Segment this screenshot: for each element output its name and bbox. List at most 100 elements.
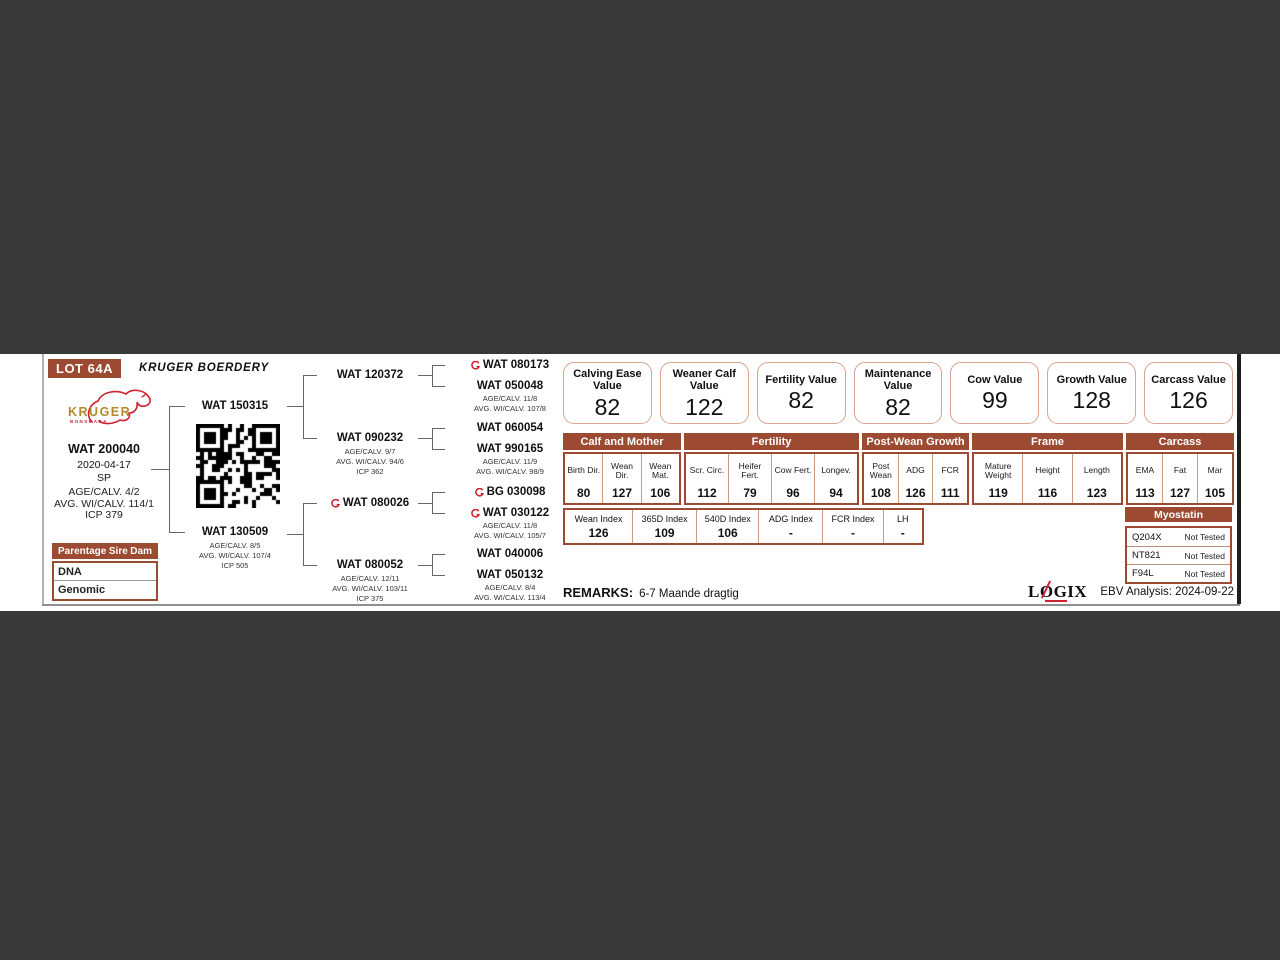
index-table: Wean Index 126 365D Index 109 540D Index 10…: [563, 508, 924, 545]
kruger-logo-text: KRUGER: [68, 405, 132, 419]
breed-society-icon: [331, 498, 340, 508]
bull-outline-icon: [87, 389, 151, 425]
ebv-cell: Birth Dir. 80: [567, 465, 600, 501]
animal-birth-date: 2020-04-17: [77, 459, 131, 471]
index-cell: ADG Index -: [758, 510, 822, 543]
value-box-cow: Cow Value 99: [950, 362, 1040, 424]
parentage-header: Parentage Sire Dam: [52, 543, 158, 559]
pedigree-node-id: WAT 080052: [336, 559, 404, 571]
breed-society-icon: [471, 360, 480, 370]
logix-logo: LOGIX: [1028, 582, 1088, 601]
parentage-col: Parentage: [58, 545, 107, 557]
pedigree-node-id: WAT 050132: [476, 569, 544, 581]
ebv-cell: Mature Weight 119: [984, 460, 1012, 500]
ebv-cell: Scr. Circ. 112: [689, 465, 725, 501]
ebv-cell: Cow Fert. 96: [771, 454, 814, 503]
pedigree-node-id: WAT 040006: [476, 548, 544, 560]
kruger-logo: KRUGER BONSMARA: [64, 388, 160, 436]
index-cell: 540D Index 106: [696, 510, 758, 543]
pedigree-node-id: WAT 030122: [455, 507, 565, 519]
pedigree-node-id: BG 030098: [455, 486, 565, 498]
pedigree-node-stats: AGE/CALV. 8/4 AVG. WI/CALV. 113/4: [474, 583, 546, 602]
breed-society-icon: [471, 508, 480, 518]
index-cell: Wean Index 126: [574, 514, 623, 540]
value-box-maintenance: Maintenance Value 82: [853, 362, 943, 424]
pedigree-node-stats: AGE/CALV. 11/9 AVG. WI/CALV. 98/9: [476, 457, 544, 476]
qr-code: [196, 424, 280, 508]
myostatin-header: Myostatin: [1125, 507, 1232, 522]
card-bottom-edge: [42, 604, 1240, 606]
value-box-weaner-calf: Weaner Calf Value 122: [659, 362, 749, 424]
remarks-label: REMARKS:: [563, 585, 634, 600]
ebv-cell: Fat 127: [1162, 454, 1197, 503]
myostatin-table: Q204X Not Tested NT821 Not Tested F94L Not …: [1125, 526, 1232, 584]
index-cell: LH -: [882, 510, 922, 543]
parentage-table: DNA Genomic: [52, 561, 158, 601]
ebv-cell: Length 123: [1071, 454, 1121, 503]
kruger-logo-subtext: BONSMARA: [70, 419, 108, 424]
pedigree-node-stats: AGE/CALV. 11/8 AVG. WI/CALV. 105/7: [474, 521, 546, 540]
pedigree-node-id: WAT 120372: [336, 369, 404, 381]
pedigree-node-id: WAT 990165: [476, 443, 544, 455]
ebv-cell: Mar 105: [1197, 454, 1232, 503]
myostatin-row: F94L Not Tested: [1127, 564, 1230, 582]
value-boxes: Calving Ease Value 82 Weaner Calf Value …: [563, 362, 1234, 424]
pedigree-node-stats: AGE/CALV. 12/11 AVG. WI/CALV. 103/11 ICP…: [332, 574, 408, 603]
index-cell: FCR Index -: [822, 510, 882, 543]
pedigree-node-id: WAT 080173: [455, 359, 565, 371]
value-box-calving-ease: Calving Ease Value 82: [563, 362, 652, 424]
lot-badge: LOT 64A: [48, 359, 121, 378]
ebv-group-fertility: Fertility Scr. Circ. 112 Heifer Fert. 79 C…: [684, 433, 859, 505]
pedigree-dam-id: WAT 130509: [201, 526, 269, 538]
ebv-analysis-date: EBV Analysis: 2024-09-22: [1100, 586, 1234, 598]
animal-stat-line: ICP 379: [85, 509, 123, 521]
pedigree-node-stats: AGE/CALV. 11/8 AVG. WI/CALV. 107/8: [474, 394, 546, 413]
ebv-cell: EMA 113: [1135, 465, 1155, 501]
card-right-edge: [1237, 354, 1241, 604]
myostatin-row: NT821 Not Tested: [1127, 546, 1230, 564]
ebv-group-frame: Frame Mature Weight 119 Height 116 Length 1…: [972, 433, 1123, 505]
parentage-row-dna: DNA: [54, 563, 156, 581]
card-left-edge: [42, 354, 44, 604]
ebv-group-carcass: Carcass EMA 113 Fat 127 Mar 105: [1126, 433, 1234, 505]
logix-o-slash: O: [1039, 582, 1054, 601]
ebv-cell: Longev. 94: [814, 454, 857, 503]
ebv-table: Calf and Mother Birth Dir. 80 Wean Dir. 12…: [563, 433, 1235, 505]
animal-summary: WAT 200040 2020-04-17 SP: [38, 442, 170, 484]
value-box-fertility: Fertility Value 82: [756, 362, 846, 424]
animal-stat-line: AGE/CALV. 4/2: [68, 486, 140, 498]
ebv-cell: Wean Mat. 106: [640, 454, 679, 503]
breed-society-icon: [474, 487, 484, 497]
animal-id: WAT 200040: [67, 442, 141, 456]
parentage-col: Dam: [130, 545, 152, 557]
myostatin-row: Q204X Not Tested: [1132, 531, 1225, 543]
remarks-text: 6-7 Maande dragtig: [639, 588, 739, 600]
ebv-cell: ADG 126: [897, 454, 933, 503]
parentage-row-genomic: Genomic: [58, 584, 106, 596]
pedigree-node-stats: AGE/CALV. 9/7 AVG. WI/CALV. 94/6 ICP 362: [336, 447, 404, 476]
ebv-cell: FCR 111: [932, 454, 967, 503]
pedigree-dam-stats: AGE/CALV. 8/5 AVG. WI/CALV. 107/4 ICP 50…: [199, 541, 271, 570]
animal-code: SP: [96, 472, 111, 484]
pedigree-node-id: WAT 060054: [476, 422, 544, 434]
pedigree-node-id: WAT 080026: [315, 497, 425, 509]
pedigree-sire-id: WAT 150315: [201, 400, 269, 412]
ebv-cell: Post Wean 108: [869, 460, 892, 500]
ebv-cell: Heifer Fert. 79: [728, 454, 771, 503]
index-cell: 365D Index 109: [632, 510, 696, 543]
pedigree-node-id: WAT 090232: [336, 432, 404, 444]
pedigree-node-id: WAT 050048: [476, 380, 544, 392]
catalog-card: LOT 64A KRUGER BOERDERY KRUGER BONSMARA …: [0, 354, 1280, 611]
ebv-cell: Height 116: [1022, 454, 1071, 503]
logix-logo-subline: [1045, 600, 1067, 602]
remarks: REMARKS: 6-7 Maande dragtig: [563, 585, 739, 600]
parentage-col: Sire: [108, 545, 128, 557]
farm-name: KRUGER BOERDERY: [139, 362, 269, 374]
ebv-group-calf-and-mother: Calf and Mother Birth Dir. 80 Wean Dir. 12…: [563, 433, 681, 505]
value-box-carcass: Carcass Value 126: [1144, 362, 1234, 424]
ebv-cell: Wean Dir. 127: [602, 454, 640, 503]
animal-stats: AGE/CALV. 4/2 AVG. WI/CALV. 114/1 ICP 37…: [38, 486, 170, 522]
animal-stat-line: AVG. WI/CALV. 114/1: [54, 497, 154, 510]
ebv-group-post-wean-growth: Post-Wean Growth Post Wean 108 ADG 126 FCR…: [862, 433, 969, 505]
value-box-growth: Growth Value 128: [1047, 362, 1137, 424]
